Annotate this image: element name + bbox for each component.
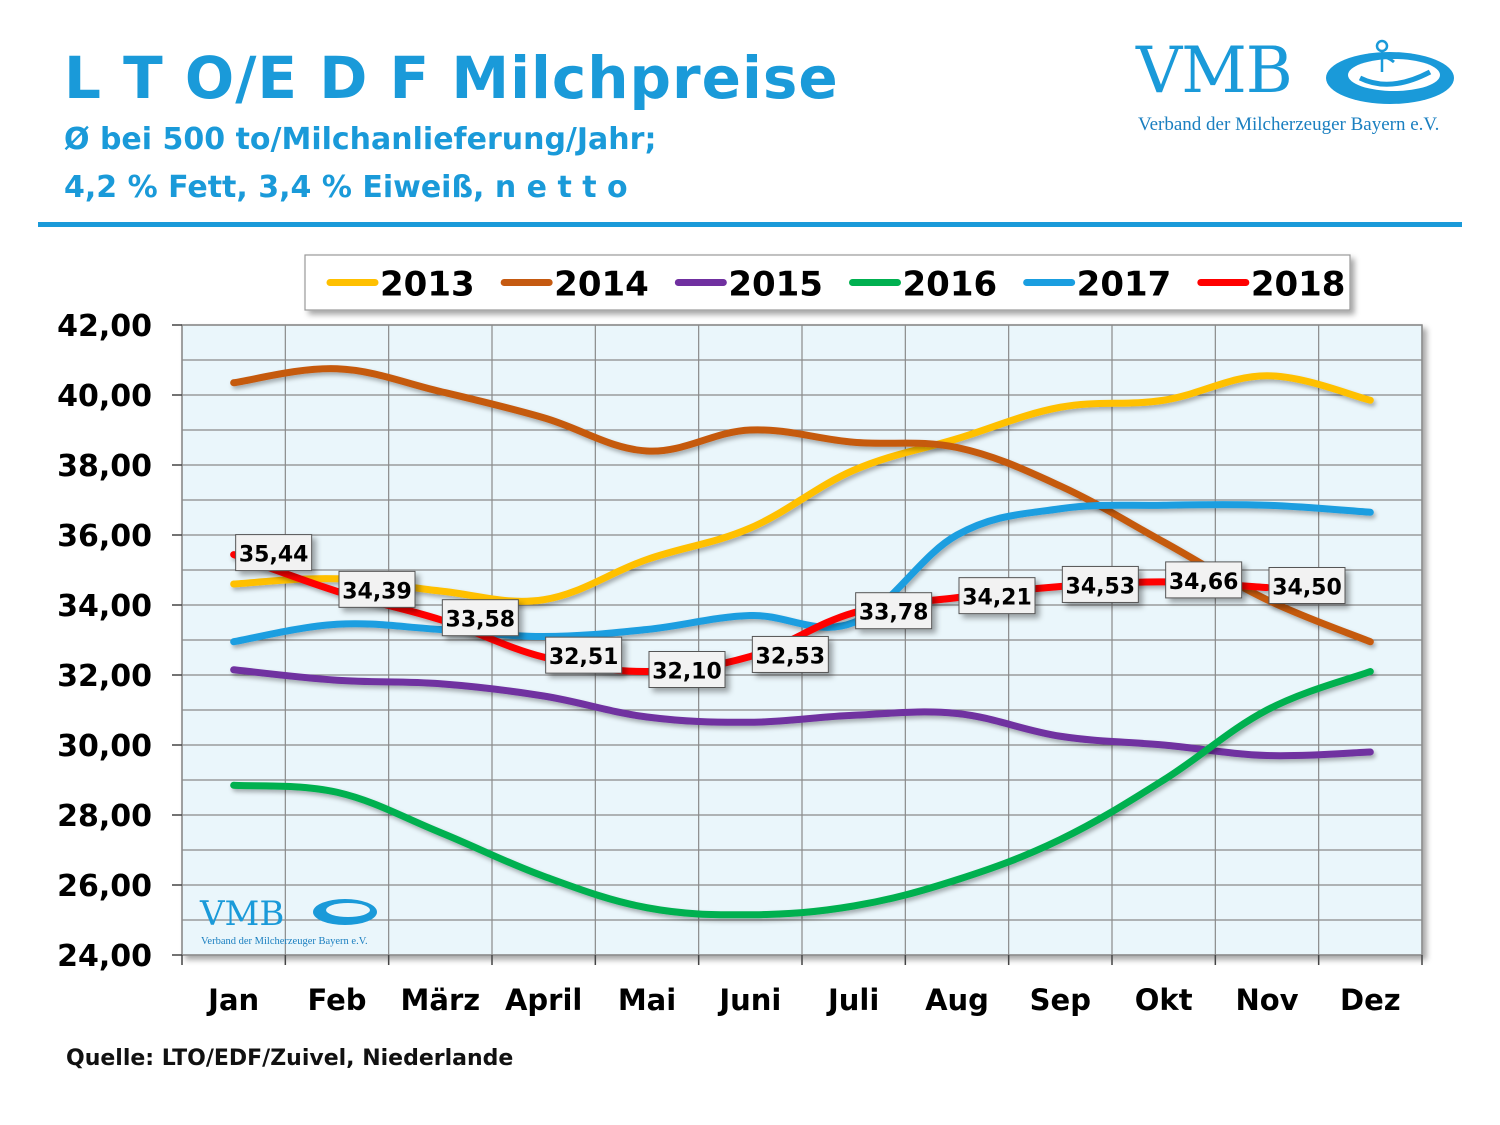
data-label: 32,53: [751, 635, 829, 673]
data-label: 32,51: [545, 636, 623, 674]
data-label: 33,58: [441, 599, 519, 637]
x-tick-label: März: [401, 983, 481, 1017]
data-label-box: [648, 651, 726, 688]
data-label-box: [958, 577, 1036, 615]
data-label-text: 32,53: [756, 644, 826, 669]
y-tick-label: 34,00: [57, 589, 152, 624]
data-label-text: 32,51: [549, 645, 619, 670]
chart-subtitle-line1: Ø bei 500 to/Milchanlieferung/Jahr;: [64, 122, 657, 157]
data-label-text: 35,44: [239, 543, 309, 568]
data-label: 32,10: [648, 651, 726, 688]
data-label-text: 34,53: [1066, 574, 1136, 599]
source-note: Quelle: LTO/EDF/Zuivel, Niederlande: [66, 1046, 514, 1071]
series-line-2014: [230, 365, 1374, 646]
series-line-2013: [230, 372, 1374, 605]
x-tick-label: Okt: [1135, 983, 1193, 1017]
data-label-text: 34,50: [1272, 576, 1342, 601]
legend-label-2018: 2018: [1251, 265, 1346, 305]
data-label-box: [855, 592, 933, 630]
data-label-text: 33,78: [859, 601, 929, 626]
y-tick-label: 30,00: [57, 729, 152, 764]
watermark-subtext: Verband der Milcherzeuger Bayern e.V.: [201, 936, 368, 947]
chart-title: L T O/E D F Milchpreise: [64, 44, 839, 112]
watermark-text: VMB: [199, 894, 284, 934]
vmb-logo: VMB Verband der Milcherzeuger Bayern e.V…: [1130, 32, 1470, 147]
data-label-text: 32,10: [652, 660, 722, 685]
vmb-watermark: VMB Verband der Milcherzeuger Bayern e.V…: [199, 894, 377, 947]
data-label: 34,53: [1061, 565, 1139, 603]
data-label-text: 34,21: [962, 586, 1032, 611]
logo-text: VMB: [1136, 34, 1293, 108]
x-tick-label: Juni: [717, 983, 781, 1017]
legend-box: [304, 254, 1351, 311]
data-label-text: 34,39: [342, 579, 412, 604]
x-tick-label: Nov: [1235, 983, 1298, 1017]
y-tick-label: 24,00: [57, 939, 152, 974]
data-label-text: 34,66: [1169, 570, 1239, 595]
logo-swirl-icon: [1326, 39, 1454, 104]
series-line-2017: [230, 501, 1374, 646]
y-tick-label: 28,00: [57, 799, 152, 834]
data-label-box: [751, 635, 829, 673]
data-label-box: [1165, 561, 1243, 599]
y-tick-label: 36,00: [57, 519, 152, 554]
header-divider: [38, 222, 1462, 227]
data-label-text: 33,58: [446, 608, 516, 633]
legend-label-2013: 2013: [380, 265, 475, 305]
legend-label-2015: 2015: [728, 265, 823, 305]
data-label: 34,50: [1268, 567, 1346, 604]
chart-subtitle-line2: 4,2 % Fett, 3,4 % Eiweiß, n e t t o: [64, 170, 628, 205]
legend-label-2014: 2014: [554, 265, 649, 305]
y-tick-label: 42,00: [57, 309, 152, 344]
milk-price-chart: 24,00 26,00 28,00 30,00 32,00 34,00 36,00 38,00…: [57, 254, 1423, 1017]
x-tick-label: Aug: [925, 983, 989, 1017]
logo-subtext: Verband der Milcherzeuger Bayern e.V.: [1138, 114, 1440, 135]
y-tick-label: 40,00: [57, 379, 152, 414]
series-line-2015: [230, 666, 1374, 760]
data-label-box: [1061, 565, 1139, 603]
legend-label-2016: 2016: [903, 265, 998, 305]
data-label-box: [1268, 567, 1346, 604]
data-label-box: [545, 636, 623, 674]
data-label: 34,66: [1165, 561, 1243, 599]
data-label-box: [338, 570, 416, 608]
y-tick-label: 26,00: [57, 869, 152, 904]
x-tick-label: Dez: [1340, 983, 1401, 1017]
x-tick-label: Mai: [618, 983, 676, 1017]
y-tick-label: 38,00: [57, 449, 152, 484]
x-tick-label: Jan: [206, 983, 259, 1017]
data-label-box: [441, 599, 519, 637]
x-tick-label: April: [505, 983, 582, 1017]
data-label: 33,78: [855, 592, 933, 630]
data-label: 34,21: [958, 577, 1036, 615]
data-label: 34,39: [338, 570, 416, 608]
data-label: 35,44: [235, 534, 313, 572]
series-line-2016: [230, 668, 1374, 919]
data-label-box: [235, 534, 313, 572]
x-tick-label: Juli: [826, 983, 879, 1017]
x-tick-label: Feb: [307, 983, 366, 1017]
legend-label-2017: 2017: [1077, 265, 1172, 305]
y-tick-label: 32,00: [57, 659, 152, 694]
x-tick-label: Sep: [1030, 983, 1091, 1017]
